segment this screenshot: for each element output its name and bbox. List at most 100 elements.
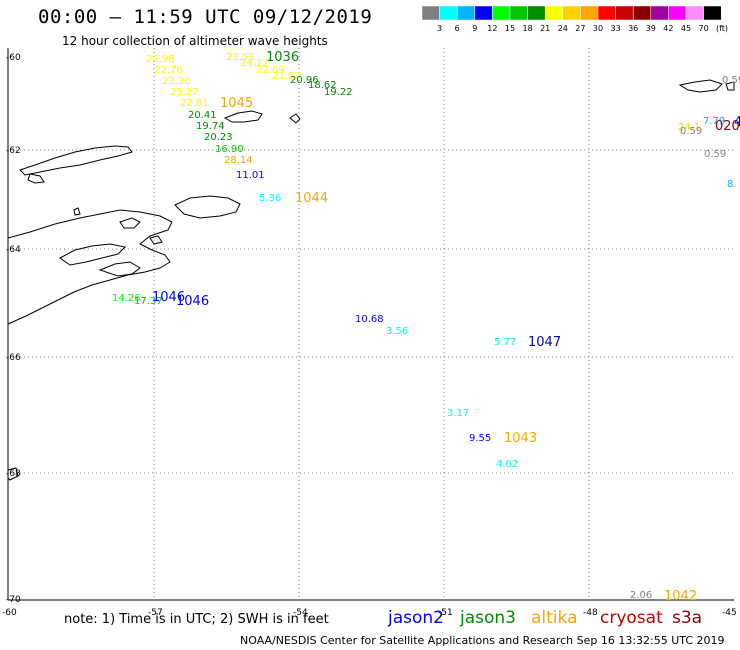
lon-label: -45 — [722, 608, 737, 618]
lon-label: -54 — [293, 608, 308, 618]
coastline-islet-e — [7, 467, 19, 481]
pass-label: 020 — [715, 119, 740, 134]
wave-height-label: 23.58 — [226, 52, 255, 63]
lat-axis-labels: -60 -62 -64 -66 -68 -70 — [6, 53, 21, 605]
wave-height-label: 0.59 — [680, 126, 702, 137]
wave-height-label: 2.06 — [630, 590, 652, 601]
lon-label: -48 — [583, 608, 598, 618]
wave-height-label: 22.76 — [154, 65, 183, 76]
pass-label: 1047 — [528, 335, 561, 350]
wave-height-label: 3.56 — [386, 326, 408, 337]
lat-label: -62 — [6, 146, 21, 156]
mission-jason2: jason2 — [388, 608, 444, 628]
legend-label: 9 — [472, 24, 477, 33]
legend-swatch — [580, 5, 599, 21]
coastline-island-a — [27, 173, 45, 184]
legend-swatch — [527, 5, 546, 21]
wave-height-label: 5.36 — [259, 193, 281, 204]
wave-height-label: 7.79 — [703, 116, 725, 127]
lat-label: -70 — [6, 595, 21, 605]
mission-s3a: s3a — [672, 608, 703, 628]
wave-height-label: 24.1 — [678, 122, 700, 133]
pass-label: 1046 — [176, 294, 209, 309]
legend-unit: (ft) — [716, 24, 728, 33]
lat-label: -66 — [6, 353, 21, 363]
wave-height-label: 21.07 — [272, 71, 301, 82]
wave-height-label: 11.01 — [236, 170, 265, 181]
legend-label: 39 — [646, 24, 656, 33]
legend-label: 3 — [437, 24, 442, 33]
map-title: 00:00 – 11:59 UTC 09/12/2019 — [38, 6, 373, 28]
wave-height-label: 4.02 — [496, 459, 518, 470]
lon-label: -57 — [148, 608, 163, 618]
legend-swatch — [456, 5, 476, 21]
wave-height-label: 22.69 — [256, 65, 285, 76]
coastlines — [7, 79, 735, 481]
wave-height-label: 8. — [727, 179, 737, 190]
wave-height-label: 24.12 — [240, 58, 269, 69]
pass-label: 1044 — [295, 191, 328, 206]
pass-label: 1045 — [220, 96, 253, 111]
coastline-south-orkney — [678, 79, 723, 93]
legend-label: 27 — [575, 24, 585, 33]
wave-height-label: 19.22 — [324, 87, 353, 98]
map-subtitle: 12 hour collection of altimeter wave hei… — [62, 34, 328, 48]
wave-height-label: 16.90 — [215, 144, 244, 155]
legend-swatch — [650, 5, 669, 21]
lon-label: -60 — [2, 608, 17, 618]
legend-swatch — [492, 5, 511, 21]
wave-height-label: 17.37 — [134, 296, 163, 307]
mission-cryosat: cryosat — [600, 608, 663, 628]
wave-height-label: 19.74 — [196, 121, 225, 132]
coastline-snow-hill — [149, 235, 163, 245]
legend-label: 70 — [699, 24, 709, 33]
legend-label: 42 — [663, 24, 673, 33]
pass-label: 1042 — [664, 589, 697, 604]
coastline-peninsula-tip — [7, 209, 173, 325]
wave-height-label: 20.23 — [204, 132, 233, 143]
legend-swatch — [439, 5, 458, 21]
legend-label: 33 — [611, 24, 621, 33]
wave-height-label: 9.55 — [469, 433, 491, 444]
legend-swatch — [562, 5, 581, 21]
wave-height-label: 0.59 — [722, 75, 740, 86]
coastline-joinville — [174, 195, 241, 219]
legend-label: 24 — [558, 24, 568, 33]
wave-height-label: 0.59 — [704, 149, 726, 160]
wave-height-label: 20.41 — [188, 110, 217, 121]
footer-credit: NOAA/NESDIS Center for Satellite Applica… — [240, 634, 725, 647]
coastline-small-isle — [119, 217, 141, 229]
mission-jason3: jason3 — [460, 608, 516, 628]
legend-label: 18 — [523, 24, 533, 33]
pass-label: 4 — [734, 115, 740, 130]
wave-height-label: 23.36 — [162, 76, 191, 87]
lat-label: -64 — [6, 245, 21, 255]
pass-label: 1036 — [266, 50, 299, 65]
legend-swatch — [544, 5, 564, 21]
graticule — [7, 48, 734, 601]
pass-label: 1046 — [152, 290, 185, 305]
legend-label: 15 — [505, 24, 515, 33]
legend-swatch — [632, 5, 652, 21]
coastline-laurie — [725, 81, 735, 91]
coastline-elephant-island — [223, 110, 263, 123]
wave-height-label: 20.96 — [290, 75, 319, 86]
legend-swatch — [685, 5, 704, 21]
lon-label: -51 — [438, 608, 453, 618]
wave-height-label: 3.17 — [447, 408, 469, 419]
wave-observations: 22.9822.7623.3625.2722.8120.4119.7420.23… — [112, 52, 740, 601]
wave-height-label: 22.81 — [180, 98, 209, 109]
wave-height-label: 22.98 — [146, 54, 175, 65]
coastline-clarence-island — [289, 113, 301, 124]
lat-label: -60 — [6, 53, 21, 63]
lat-label: -68 — [6, 469, 21, 479]
footer-note: note: 1) Time is in UTC; 2) SWH is in fe… — [64, 612, 329, 627]
wave-height-label: 14.26 — [112, 293, 141, 304]
legend-swatch — [703, 5, 722, 21]
legend-swatch — [615, 5, 634, 21]
legend-swatch — [509, 5, 528, 21]
legend-label: 30 — [593, 24, 603, 33]
